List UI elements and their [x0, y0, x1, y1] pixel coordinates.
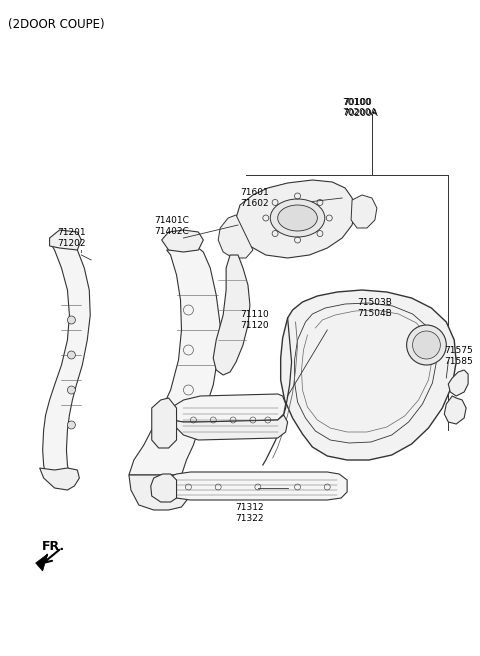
- Circle shape: [68, 316, 75, 324]
- Text: 71201
71202: 71201 71202: [58, 228, 86, 248]
- Polygon shape: [448, 370, 468, 396]
- Polygon shape: [43, 245, 90, 475]
- Text: (2DOOR COUPE): (2DOOR COUPE): [8, 18, 105, 31]
- Text: 71601
71602: 71601 71602: [240, 188, 269, 208]
- Polygon shape: [49, 230, 81, 250]
- Polygon shape: [36, 554, 48, 571]
- Circle shape: [68, 421, 75, 429]
- Text: 71401C
71402C: 71401C 71402C: [155, 216, 190, 236]
- Polygon shape: [171, 415, 288, 440]
- Polygon shape: [164, 394, 286, 422]
- Circle shape: [413, 331, 440, 359]
- Text: 71575
71585: 71575 71585: [444, 346, 473, 366]
- Polygon shape: [236, 180, 355, 258]
- Polygon shape: [351, 195, 377, 228]
- Text: FR.: FR.: [42, 540, 65, 553]
- Polygon shape: [218, 215, 253, 258]
- Polygon shape: [161, 472, 347, 500]
- Polygon shape: [129, 248, 220, 475]
- Polygon shape: [151, 474, 177, 502]
- Polygon shape: [129, 475, 191, 510]
- Ellipse shape: [278, 205, 317, 231]
- Text: 70100
70200A: 70100 70200A: [342, 98, 377, 117]
- Polygon shape: [213, 255, 250, 375]
- Ellipse shape: [270, 199, 325, 237]
- Circle shape: [407, 325, 446, 365]
- Text: 70100
70200A: 70100 70200A: [343, 98, 378, 118]
- Polygon shape: [444, 396, 466, 424]
- Circle shape: [68, 386, 75, 394]
- Text: 71110
71120: 71110 71120: [240, 310, 269, 330]
- Polygon shape: [162, 230, 204, 252]
- Text: 71503B
71504B: 71503B 71504B: [357, 298, 392, 318]
- Circle shape: [68, 351, 75, 359]
- Text: 71312
71322: 71312 71322: [236, 503, 264, 523]
- Polygon shape: [152, 398, 177, 448]
- Polygon shape: [281, 290, 456, 460]
- Polygon shape: [40, 468, 79, 490]
